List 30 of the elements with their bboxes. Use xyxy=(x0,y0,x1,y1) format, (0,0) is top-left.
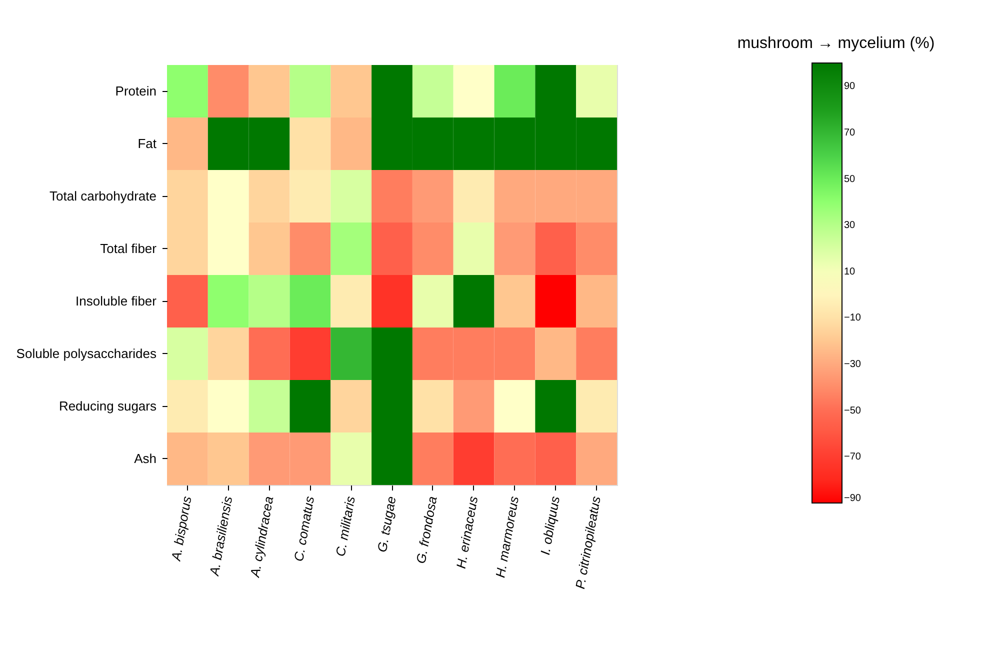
y-tick-label: Soluble polysaccharides xyxy=(16,346,157,361)
color-bar-label: 10 xyxy=(844,266,856,278)
x-tick-label: A. cylindracea xyxy=(247,495,276,580)
color-bar-label: 50 xyxy=(844,174,856,185)
x-tick-label: H. erinaceus xyxy=(453,494,481,570)
y-tick-label: Ash xyxy=(134,450,156,466)
y-tick-label: Insoluble fiber xyxy=(76,293,158,308)
color-bar-label: −90 xyxy=(844,493,862,504)
x-tick-label: C. militaris xyxy=(332,494,358,558)
color-bar-title: mushroom → mycelium (%) xyxy=(737,35,935,52)
x-tick-label: G. frondosa xyxy=(413,495,440,565)
color-bar-label: 30 xyxy=(844,220,856,232)
x-tick-label: A. bisporus xyxy=(168,494,194,563)
y-tick-label: Reducing sugars xyxy=(58,398,157,414)
y-tick-label: Protein xyxy=(115,83,156,98)
x-tick-label: G. tsugae xyxy=(374,495,399,554)
x-tick-label: A. brasiliensis xyxy=(206,494,236,578)
x-tick-label: P. citrinopileatus xyxy=(572,494,604,590)
x-tick-label: H. marmoreus xyxy=(492,494,522,579)
y-tick-label: Fat xyxy=(138,136,157,151)
x-tick-label: I. obliquus xyxy=(537,494,563,556)
y-tick-label: Total carbohydrate xyxy=(50,188,156,204)
color-bar-label: −10 xyxy=(844,312,862,324)
color-bar-label: −30 xyxy=(844,359,862,370)
color-bar-label: −50 xyxy=(844,405,862,416)
y-tick-label: Total fiber xyxy=(100,240,158,256)
color-bar-label: 90 xyxy=(844,81,856,92)
color-bar-label: 70 xyxy=(844,127,856,138)
x-tick-label: C. comatus xyxy=(290,494,318,562)
color-bar-label: −70 xyxy=(844,452,862,463)
